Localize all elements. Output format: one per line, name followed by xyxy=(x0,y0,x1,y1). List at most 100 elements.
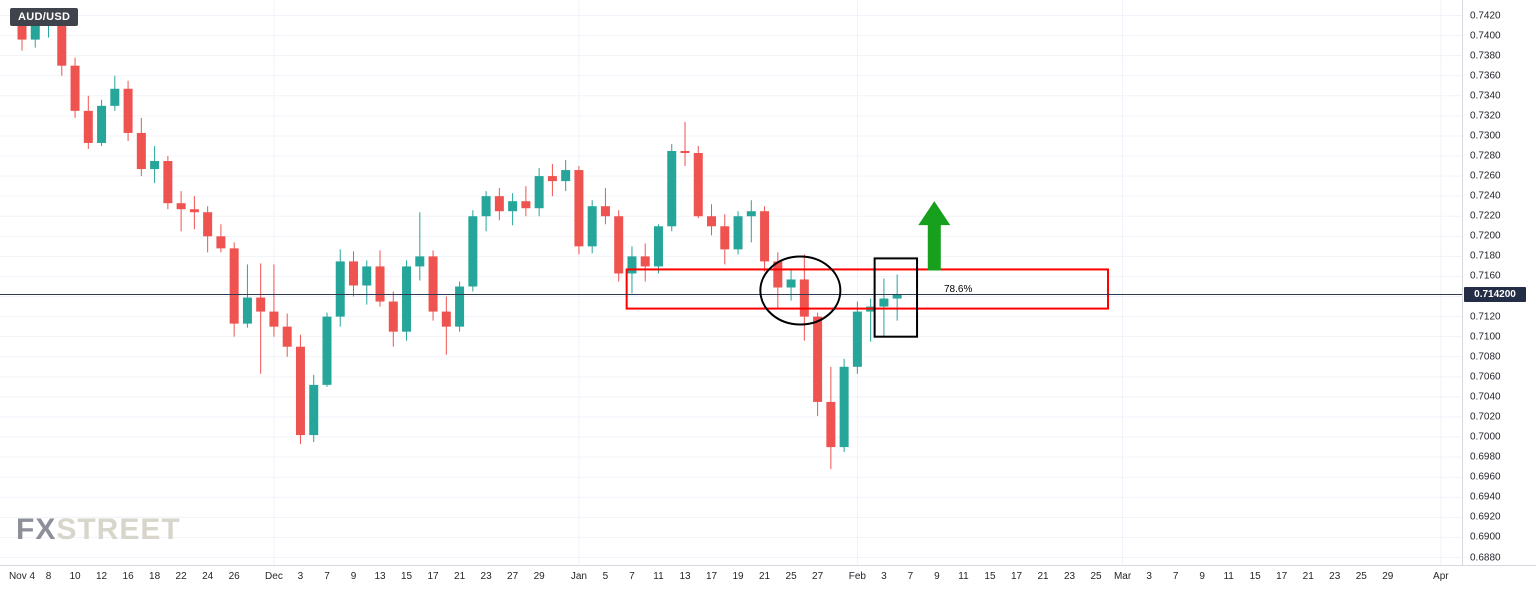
support-zone-rectangle xyxy=(625,268,1109,310)
time-tick-label: 15 xyxy=(984,571,996,582)
time-tick-label: 23 xyxy=(480,571,492,582)
price-tick-label: 0.7360 xyxy=(1470,70,1501,82)
price-tick-label: 0.7420 xyxy=(1470,10,1501,21)
time-tick-label: 15 xyxy=(1249,571,1261,582)
time-tick-label: Jan xyxy=(570,571,587,582)
candle-body xyxy=(653,226,663,267)
candle-body xyxy=(216,236,226,249)
price-tick-label: 0.7300 xyxy=(1470,130,1501,142)
chart-plot-area[interactable]: AUD/USD 78.6% FXSTREET xyxy=(0,0,1462,565)
candle-body xyxy=(30,25,40,40)
price-tick-label: 0.7080 xyxy=(1470,351,1501,363)
price-tick-label: 0.7240 xyxy=(1470,190,1501,202)
time-tick-label: 26 xyxy=(228,571,240,582)
time-tick-label: 25 xyxy=(785,571,797,582)
candle-body xyxy=(521,201,531,209)
time-tick-label: 27 xyxy=(507,571,519,582)
candle-body xyxy=(799,279,809,317)
price-tick-label: 0.7160 xyxy=(1470,270,1501,282)
candle-body xyxy=(760,211,770,262)
price-tick-label: 0.6900 xyxy=(1470,531,1501,543)
time-tick-label: 7 xyxy=(1172,571,1179,582)
time-tick-label: Feb xyxy=(848,571,866,582)
price-tick-label: 0.7100 xyxy=(1470,331,1501,343)
price-tick-label: 0.7000 xyxy=(1470,431,1501,443)
time-tick-label: 25 xyxy=(1355,571,1367,582)
candle-body xyxy=(667,151,677,227)
time-tick-label: 17 xyxy=(705,571,718,582)
symbol-badge[interactable]: AUD/USD xyxy=(10,8,79,26)
candle-body xyxy=(839,366,849,448)
price-tick-label: 0.7200 xyxy=(1470,230,1501,242)
price-tick-label: 0.6980 xyxy=(1470,451,1501,463)
candle-body xyxy=(203,212,213,237)
candle-body xyxy=(441,311,451,327)
candle-body xyxy=(481,196,491,217)
time-tick-label: 27 xyxy=(812,571,824,582)
candle-body xyxy=(335,261,345,317)
candle-body xyxy=(508,201,518,212)
candle-body xyxy=(57,15,67,66)
candle-body xyxy=(680,151,690,154)
black-box-annotation xyxy=(873,257,919,338)
time-tick-label: 7 xyxy=(907,571,914,582)
time-axis-separator xyxy=(0,565,1536,566)
time-tick-label: 7 xyxy=(629,571,635,582)
candle-body xyxy=(362,266,372,286)
time-tick-label: 13 xyxy=(374,571,386,582)
time-tick-label: 22 xyxy=(175,571,187,582)
price-axis-separator xyxy=(1462,0,1463,566)
candle-body xyxy=(561,170,571,182)
time-tick-label: 18 xyxy=(149,571,161,582)
candle-body xyxy=(587,206,597,247)
candle-body xyxy=(388,301,398,332)
price-tick-label: 0.6940 xyxy=(1470,491,1501,503)
candle-body xyxy=(322,316,332,385)
candle-body xyxy=(826,401,836,448)
candle-body xyxy=(415,256,425,267)
time-tick-label: 7 xyxy=(324,571,330,582)
candle-body xyxy=(309,384,319,436)
fib-786-label: 78.6% xyxy=(944,284,973,295)
green-up-arrow-icon xyxy=(918,201,951,271)
price-tick-label: 0.7060 xyxy=(1470,371,1501,383)
time-tick-label: Nov 4 xyxy=(8,571,36,582)
time-tick-label: 8 xyxy=(45,571,52,582)
candle-body xyxy=(256,297,266,312)
price-tick-label: 0.7400 xyxy=(1470,30,1501,42)
candle-body xyxy=(97,105,107,143)
time-tick-label: 17 xyxy=(427,571,439,582)
candle-body xyxy=(282,326,292,347)
candle-body xyxy=(720,226,730,250)
candle-body xyxy=(455,286,465,327)
candle-body xyxy=(349,261,358,286)
time-tick-label: 29 xyxy=(533,571,545,582)
candle-body xyxy=(879,298,889,307)
time-tick-label: 13 xyxy=(679,571,691,582)
candlestick-chart[interactable] xyxy=(0,0,1462,565)
time-tick-label: 16 xyxy=(122,571,134,582)
time-tick-label: 17 xyxy=(1010,571,1023,582)
time-axis[interactable]: Nov 4 8 10 12 16 18 22 24 26 Dec 3 7 9 13 15 17 21 23 27 29… xyxy=(0,566,1536,589)
time-tick-label: 11 xyxy=(958,571,969,582)
candle-body xyxy=(600,206,610,217)
candle-body xyxy=(693,153,703,217)
time-tick-label: 3 xyxy=(1146,571,1152,582)
time-tick-label: 23 xyxy=(1063,571,1076,582)
candle-body xyxy=(163,161,173,204)
candle-body xyxy=(786,279,796,288)
price-tick-label: 0.7320 xyxy=(1470,110,1501,122)
time-tick-label: Mar xyxy=(1113,571,1132,582)
price-axis[interactable]: 0.714200 0.7420 0.7400 0.7380 0.7360 0.7340 0… xyxy=(1463,0,1536,565)
watermark-fx: FX xyxy=(16,513,57,546)
candle-body xyxy=(123,88,133,133)
candle-body xyxy=(892,294,902,299)
ellipse-annotation xyxy=(759,255,842,326)
candle-body xyxy=(176,203,186,210)
candle-body xyxy=(110,88,120,106)
symbol-label: AUD/USD xyxy=(18,11,71,23)
time-tick-label: Apr xyxy=(1433,571,1449,582)
price-tick-label: 0.7220 xyxy=(1470,210,1501,222)
time-tick-label: 9 xyxy=(350,571,357,582)
time-tick-label: 11 xyxy=(653,571,664,582)
